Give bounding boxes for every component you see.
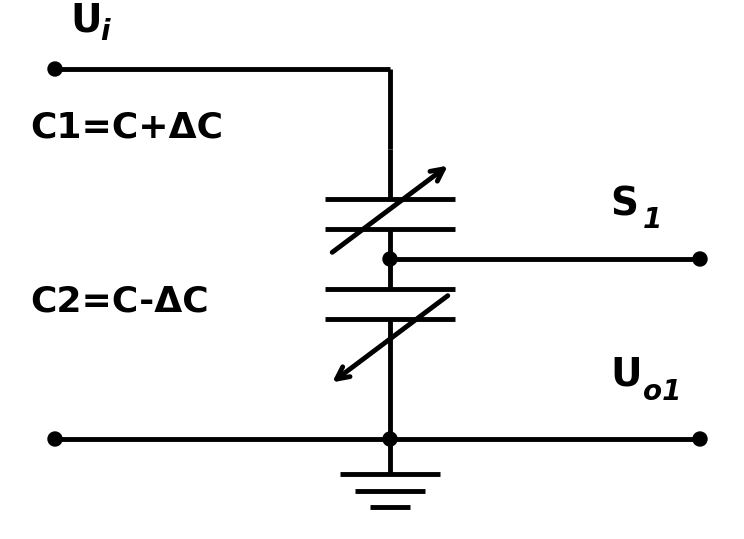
Circle shape bbox=[383, 252, 397, 266]
Circle shape bbox=[693, 432, 707, 446]
Text: C1=C+ΔC: C1=C+ΔC bbox=[30, 110, 223, 144]
Text: 1: 1 bbox=[643, 206, 662, 234]
Circle shape bbox=[693, 252, 707, 266]
Text: U: U bbox=[610, 356, 641, 394]
Text: S: S bbox=[610, 186, 638, 224]
Circle shape bbox=[383, 432, 397, 446]
Text: U: U bbox=[70, 1, 102, 39]
Text: o1: o1 bbox=[643, 378, 682, 406]
Text: i: i bbox=[100, 18, 109, 46]
Text: C2=C-ΔC: C2=C-ΔC bbox=[30, 285, 208, 319]
Circle shape bbox=[48, 432, 62, 446]
Circle shape bbox=[48, 62, 62, 76]
